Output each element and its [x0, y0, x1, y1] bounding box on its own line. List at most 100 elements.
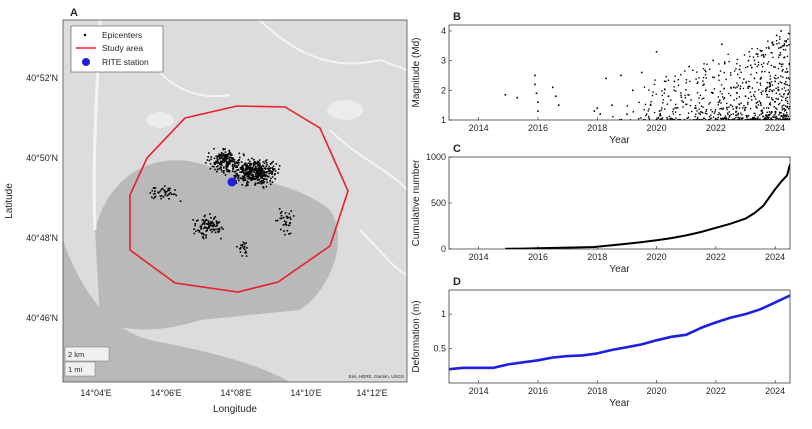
epicenter-dot [215, 161, 217, 163]
epicenter-dot [213, 147, 215, 150]
magnitude-point [739, 77, 741, 79]
magnitude-point [785, 68, 788, 70]
epicenter-dot [266, 175, 269, 178]
epicenter-dot [247, 166, 249, 169]
epicenter-dot [247, 177, 249, 180]
magnitude-point [737, 112, 739, 115]
epicenter-dot [203, 215, 206, 218]
magnitude-point [761, 70, 763, 73]
magnitude-point [757, 61, 760, 64]
urban-patch-2 [146, 112, 174, 128]
magnitude-point [773, 105, 775, 108]
magnitude-point [739, 65, 741, 67]
magnitude-point [774, 116, 777, 119]
epicenter-dot [263, 180, 265, 183]
magnitude-point [670, 99, 672, 101]
magnitude-point [741, 82, 744, 84]
magnitude-point [747, 101, 749, 104]
magnitude-point [773, 116, 775, 118]
map-ytick-2: 40°48'N [26, 233, 58, 243]
magnitude-point [703, 117, 705, 119]
magnitude-point [759, 78, 762, 80]
epicenter-dot [219, 166, 222, 168]
magnitude-point [756, 117, 759, 119]
magnitude-point [705, 77, 707, 79]
magnitude-point [751, 87, 754, 89]
epicenter-dot [227, 153, 229, 156]
epicenter-dot [241, 167, 243, 169]
epicenter-dot [274, 170, 277, 172]
magnitude-point [764, 119, 767, 120]
magnitude-point [754, 90, 756, 93]
magnitude-point [742, 107, 744, 109]
magnitude-point [720, 107, 723, 110]
magnitude-point [776, 43, 778, 45]
magnitude-point [763, 62, 765, 64]
magnitude-point [694, 105, 697, 107]
magnitude-point [760, 93, 763, 95]
epicenter-dot [221, 164, 223, 167]
epicenter-dot [231, 170, 234, 172]
magnitude-point [748, 50, 750, 53]
epicenter-dot [249, 160, 251, 163]
epicenter-dot [228, 149, 230, 152]
x-tick-label: 2024 [765, 386, 785, 396]
epicenter-dot [257, 171, 259, 173]
open-sea [63, 240, 290, 382]
magnitude-point [619, 119, 621, 120]
magnitude-point [768, 82, 770, 84]
magnitude-point [734, 87, 737, 89]
epicenter-dot [245, 242, 247, 244]
magnitude-point [696, 82, 699, 84]
magnitude-point [788, 78, 790, 80]
epicenter-dot [261, 172, 263, 175]
epicenter-dot [154, 190, 156, 193]
magnitude-point [691, 110, 693, 113]
magnitude-point [777, 56, 780, 58]
magnitude-point [751, 119, 753, 120]
magnitude-point [730, 113, 732, 116]
magnitude-point [789, 90, 790, 93]
epicenter-dot [251, 174, 253, 176]
epicenter-dot [233, 171, 236, 173]
magnitude-point [694, 115, 696, 118]
magnitude-point [710, 117, 712, 119]
epicenter-dot [282, 216, 285, 219]
magnitude-point [760, 91, 762, 94]
epicenter-dot [163, 185, 166, 187]
magnitude-point [749, 107, 752, 110]
magnitude-point [759, 101, 762, 104]
epicenter-dot [253, 170, 255, 172]
epicenter-dot [244, 172, 246, 174]
epicenter-dot [200, 228, 202, 230]
magnitude-point [781, 107, 783, 109]
magnitude-point [596, 107, 599, 109]
magnitude-point [743, 78, 745, 80]
magnitude-point [704, 112, 707, 114]
epicenter-dot [245, 255, 248, 257]
magnitude-point [730, 119, 732, 120]
magnitude-point [661, 107, 663, 109]
x-tick-label: 2014 [469, 123, 489, 133]
magnitude-point [732, 113, 734, 115]
magnitude-point [777, 118, 780, 120]
epicenter-dot [210, 158, 212, 161]
epicenter-dot [282, 224, 285, 226]
epicenter-dot [219, 161, 222, 163]
magnitude-point [725, 78, 727, 81]
magnitude-point [748, 85, 750, 87]
epicenter-dot [264, 171, 267, 174]
magnitude-point [778, 42, 780, 44]
magnitude-point [671, 111, 674, 113]
epicenter-dot [246, 165, 249, 167]
epicenter-dot [203, 223, 206, 225]
magnitude-point [643, 109, 645, 111]
map-ytick-3: 40°46'N [26, 313, 58, 323]
epicenter-dot [232, 163, 234, 166]
epicenter-dot [246, 182, 248, 184]
magnitude-point [761, 49, 763, 52]
epicenter-dot [225, 165, 227, 167]
epicenter-dot [228, 151, 231, 153]
epicenter-dot [234, 170, 237, 172]
epicenter-dot [241, 170, 244, 172]
